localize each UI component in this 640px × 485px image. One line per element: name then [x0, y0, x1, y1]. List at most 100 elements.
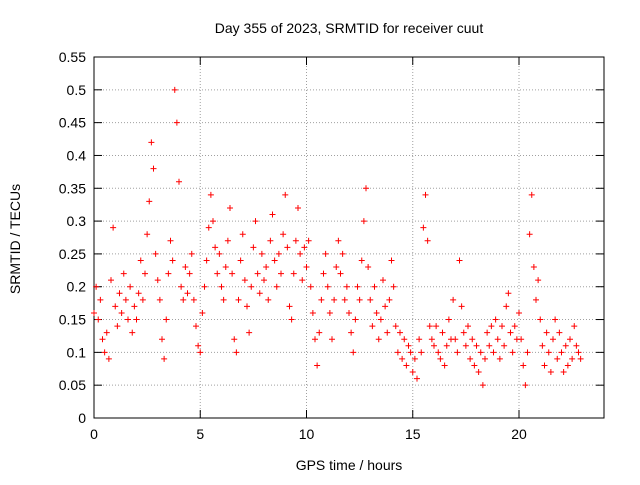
data-point — [252, 218, 259, 225]
data-point — [258, 250, 265, 257]
data-point — [496, 355, 503, 362]
data-point — [122, 296, 129, 303]
data-point — [426, 323, 433, 330]
data-point — [220, 296, 227, 303]
data-point — [173, 119, 180, 126]
data-point — [545, 349, 552, 356]
data-point — [320, 270, 327, 277]
data-point — [384, 329, 391, 336]
data-point — [120, 270, 127, 277]
data-point — [360, 218, 367, 225]
data-point — [333, 264, 340, 271]
data-point — [509, 349, 516, 356]
data-point — [103, 329, 110, 336]
data-point — [159, 336, 165, 343]
data-point — [373, 309, 380, 316]
data-point — [199, 309, 206, 316]
data-point — [422, 191, 429, 198]
data-point — [316, 329, 323, 336]
data-point — [569, 355, 576, 362]
data-point — [222, 264, 229, 271]
data-point — [456, 257, 463, 264]
data-point — [369, 323, 376, 330]
data-point — [118, 309, 125, 316]
data-point — [454, 349, 461, 356]
data-point — [335, 237, 342, 244]
data-point — [93, 283, 100, 290]
y-tick-label: 0.25 — [59, 246, 86, 262]
y-tick-label: 0.15 — [59, 312, 86, 328]
data-point — [450, 296, 457, 303]
data-point — [469, 336, 476, 343]
data-point — [163, 316, 170, 323]
data-point — [535, 277, 542, 284]
plot-border — [93, 56, 605, 419]
data-point — [473, 342, 480, 349]
data-point — [416, 336, 423, 343]
data-point — [571, 323, 578, 330]
data-point — [324, 283, 331, 290]
data-point — [343, 283, 350, 290]
data-point — [499, 323, 505, 330]
data-point — [528, 191, 535, 198]
data-point — [254, 270, 261, 277]
data-point — [288, 316, 295, 323]
data-point — [392, 323, 399, 330]
data-point — [541, 362, 548, 369]
data-point — [484, 329, 491, 336]
data-point — [401, 336, 408, 343]
data-point — [110, 224, 117, 231]
y-tick-label: 0.2 — [67, 279, 87, 295]
data-point — [180, 296, 187, 303]
data-point — [358, 257, 365, 264]
data-point — [108, 277, 114, 284]
x-tick-label: 5 — [196, 426, 204, 442]
data-point — [312, 336, 318, 343]
data-point — [458, 303, 465, 310]
data-point — [267, 237, 274, 244]
data-point — [482, 355, 488, 362]
data-point — [537, 316, 544, 323]
data-point — [286, 303, 293, 310]
data-point — [301, 244, 308, 251]
data-point — [492, 316, 499, 323]
data-point — [331, 296, 338, 303]
data-point — [112, 303, 119, 310]
data-point — [142, 270, 148, 277]
x-tick-label: 15 — [405, 426, 421, 442]
data-point — [133, 316, 140, 323]
data-point — [339, 250, 346, 257]
data-point — [560, 369, 567, 376]
data-point — [363, 185, 369, 192]
tick-marks: 0 0.05 0.1 0.15 0.2 0.25 0.3 0.35 0.4 0.45 0.5 0.55… — [59, 49, 604, 442]
data-point — [424, 237, 431, 244]
data-point — [533, 296, 539, 303]
data-point — [341, 296, 348, 303]
x-tick-label: 10 — [299, 426, 315, 442]
data-point — [127, 283, 134, 290]
data-point — [503, 303, 510, 310]
data-point — [297, 250, 304, 257]
data-point — [375, 336, 382, 343]
data-point — [437, 355, 444, 362]
data-point — [394, 349, 401, 356]
data-point — [552, 316, 559, 323]
data-point — [505, 290, 512, 297]
data-point — [318, 296, 325, 303]
data-point — [101, 349, 108, 356]
data-point — [356, 296, 363, 303]
data-point — [573, 342, 580, 349]
data-point — [399, 355, 406, 362]
x-axis-label: GPS time / hours — [296, 457, 403, 473]
data-point — [231, 336, 238, 343]
data-point — [522, 382, 529, 389]
data-point — [326, 309, 333, 316]
data-point — [352, 316, 359, 323]
data-point — [169, 257, 176, 264]
x-tick-label: 0 — [90, 426, 98, 442]
data-point — [462, 342, 469, 349]
y-tick-label: 0.55 — [59, 49, 86, 65]
data-point — [405, 342, 412, 349]
data-point — [371, 283, 378, 290]
